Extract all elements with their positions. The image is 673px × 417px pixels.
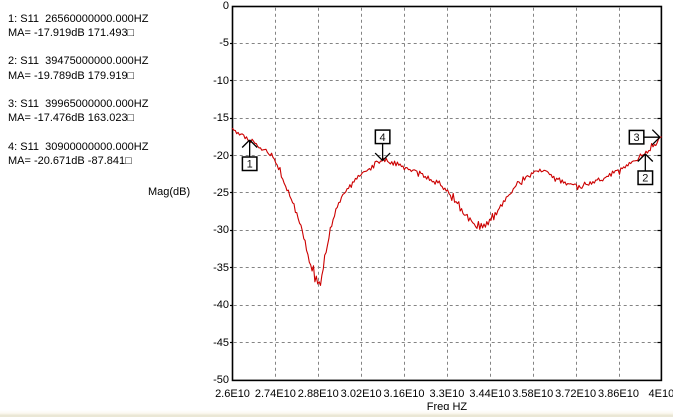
x-tick-label-2.74E10: 2.74E10 <box>254 388 296 400</box>
marker-arrowhead <box>644 153 654 162</box>
marker-arrowhead <box>637 153 646 162</box>
marker-3-frequency-readout: 3: S11 39965000000.000HZ <box>8 98 149 111</box>
marker-2-frequency-readout: 2: S11 39475000000.000HZ <box>8 55 149 68</box>
marker-1-handle-box[interactable] <box>241 156 258 172</box>
marker-3[interactable]: 3 <box>628 129 661 146</box>
marker-3-magnitude-phase-readout: MA= -17.476dB 163.023□ <box>8 112 135 125</box>
x-tick-label-3.44E10: 3.44E10 <box>469 388 511 400</box>
marker-arrowhead <box>374 152 384 162</box>
y-tick-label--45: -45 <box>213 336 229 349</box>
marker-arrowhead <box>382 152 391 162</box>
y-tick-label--40: -40 <box>213 299 229 312</box>
marker-4-number: 4 <box>380 132 386 144</box>
trace-s11 <box>231 127 662 286</box>
marker-1[interactable]: 1 <box>241 139 258 172</box>
x-tick-label-3.3E10: 3.3E10 <box>429 388 465 400</box>
marker-3-number: 3 <box>634 132 640 144</box>
x-tick-label-3.86E10: 3.86E10 <box>598 388 639 400</box>
x-tick-label-3.16E10: 3.16E10 <box>383 388 425 400</box>
marker-arrowhead <box>241 139 251 148</box>
y-tick-label--25: -25 <box>213 186 229 199</box>
marker-arrowhead <box>651 129 661 138</box>
x-tick-label-2.6E10: 2.6E10 <box>215 388 250 400</box>
y-tick-label--10: -10 <box>213 74 229 87</box>
marker-arrowhead <box>249 139 258 148</box>
marker-1-magnitude-phase-readout: MA= -17.919dB 171.493□ <box>8 26 135 39</box>
x-tick-label-3.72E10: 3.72E10 <box>555 388 597 400</box>
y-tick-label--5: -5 <box>219 37 229 50</box>
y-tick-label--50: -50 <box>213 373 229 386</box>
y-tick-label-0: 0 <box>222 0 229 12</box>
marker-4-magnitude-phase-readout: MA= -20.671dB -87.841□ <box>8 155 132 168</box>
marker-1-number: 1 <box>247 159 253 171</box>
marker-arrowhead <box>651 136 661 146</box>
x-tick-label-3.02E10: 3.02E10 <box>340 388 382 400</box>
marker-2-handle-box[interactable] <box>637 170 654 186</box>
x-tick-label-4E10: 4E10 <box>648 388 673 400</box>
x-tick-label-3.58E10: 3.58E10 <box>512 388 554 400</box>
y-tick-label--30: -30 <box>213 224 229 237</box>
marker-1-frequency-readout: 1: S11 26560000000.000HZ <box>8 12 149 25</box>
marker-4-handle-box[interactable] <box>374 129 391 145</box>
y-tick-label--15: -15 <box>213 112 229 125</box>
y-tick-label--20: -20 <box>213 149 229 162</box>
marker-2-number: 2 <box>642 173 648 185</box>
marker-3-handle-box[interactable] <box>628 129 645 145</box>
y-axis-title: Mag(dB) <box>148 186 191 198</box>
plot-border <box>231 5 663 382</box>
marker-4-frequency-readout: 4: S11 30900000000.000HZ <box>8 140 149 153</box>
marker-4[interactable]: 4 <box>374 129 391 162</box>
window-edge-strip <box>0 410 673 417</box>
marker-2-magnitude-phase-readout: MA= -19.789dB 179.919□ <box>8 69 135 82</box>
y-tick-label--35: -35 <box>213 261 229 274</box>
x-tick-label-2.88E10: 2.88E10 <box>297 388 339 400</box>
marker-2[interactable]: 2 <box>637 153 654 186</box>
